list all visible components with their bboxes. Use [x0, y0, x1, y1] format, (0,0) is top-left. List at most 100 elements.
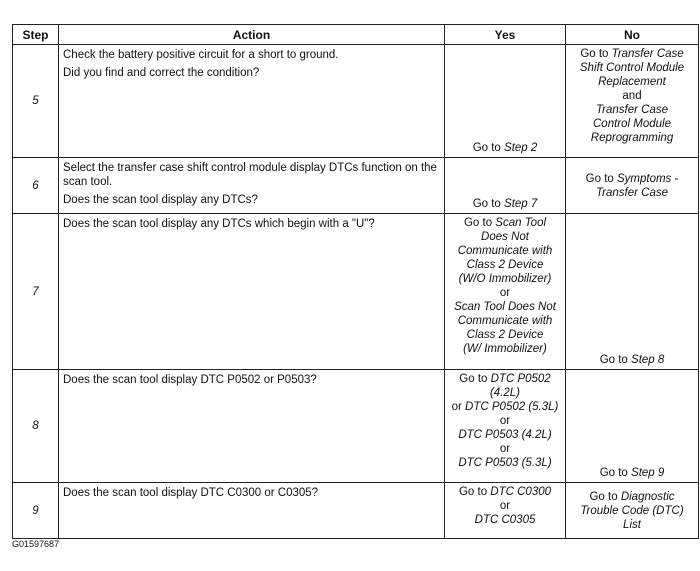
- text: or: [499, 443, 511, 455]
- no-cell: Go to Diagnostic Trouble Code (DTC) List: [565, 482, 699, 539]
- action-text: Does the scan tool display DTC C0300 or …: [63, 487, 319, 499]
- reference-link[interactable]: Symptoms -: [616, 172, 679, 185]
- diagnostic-table: Step Action Yes No 5 Check the battery po…: [12, 24, 699, 539]
- no-cell: Go to Step 9: [565, 369, 699, 483]
- yes-line: Go to Step 2: [447, 141, 563, 155]
- no-line: Go to Step 9: [568, 466, 696, 480]
- reference-link[interactable]: (W/O Immobilizer): [458, 273, 552, 285]
- yes-line: Go to Scan Tool: [447, 216, 563, 230]
- reference-link[interactable]: Reprogramming: [590, 132, 674, 144]
- reference-link[interactable]: Step 2: [504, 142, 538, 154]
- action-cell: Does the scan tool display any DTCs whic…: [58, 213, 445, 370]
- action-text: Check the battery positive circuit for a…: [63, 49, 339, 61]
- header-row: Step Action Yes No: [12, 24, 699, 45]
- header-yes: Yes: [444, 24, 566, 45]
- yes-cell: Go to Step 7: [444, 157, 566, 214]
- yes-line: Does Not: [447, 230, 563, 244]
- text: and: [622, 90, 642, 102]
- no-line: Reprogramming: [568, 131, 696, 145]
- reference-link[interactable]: Class 2 Device: [466, 329, 544, 341]
- header-step: Step: [12, 24, 59, 45]
- reference-link[interactable]: Step 7: [504, 198, 538, 210]
- table-row: 9 Does the scan tool display DTC C0300 or…: [12, 482, 699, 539]
- reference-link[interactable]: Trouble Code (DTC): [580, 504, 684, 517]
- table-row: 5 Check the battery positive circuit for …: [12, 44, 699, 158]
- reference-link[interactable]: Scan Tool Does Not: [454, 301, 556, 313]
- yes-line: Go to DTC P0502: [447, 372, 563, 386]
- yes-line: DTC C0305: [447, 513, 563, 527]
- reference-link[interactable]: DTC P0503 (5.3L): [458, 457, 552, 469]
- text: Go to: [585, 172, 617, 185]
- yes-line: DTC P0503 (5.3L): [447, 456, 563, 470]
- action-cell: Check the battery positive circuit for a…: [58, 44, 445, 158]
- no-line: Go to Step 8: [568, 353, 696, 367]
- reference-link[interactable]: Shift Control Module: [579, 62, 685, 74]
- text: Go to: [580, 48, 612, 60]
- reference-link[interactable]: Control Module: [593, 118, 671, 130]
- text: or: [499, 500, 511, 512]
- yes-line: DTC P0503 (4.2L): [447, 428, 563, 442]
- reference-link[interactable]: List: [623, 518, 641, 531]
- step-number: 8: [12, 369, 59, 483]
- reference-link[interactable]: Transfer Case: [611, 48, 684, 60]
- yes-line: or DTC P0502 (5.3L): [447, 400, 563, 414]
- step-number: 9: [12, 482, 59, 539]
- reference-link[interactable]: (4.2L): [489, 387, 521, 399]
- step-number: 6: [12, 157, 59, 214]
- no-cell: Go to Symptoms - Transfer Case: [565, 157, 699, 214]
- text: Go to: [472, 142, 505, 154]
- step-number: 7: [12, 213, 59, 370]
- text: or: [451, 401, 466, 413]
- reference-link[interactable]: DTC P0502: [490, 373, 551, 385]
- no-line: Replacement: [568, 75, 696, 89]
- yes-line: Go to DTC C0300: [447, 485, 563, 499]
- action-cell: Select the transfer case shift control m…: [58, 157, 445, 214]
- yes-cell: Go to DTC C0300 or DTC C0305: [444, 482, 566, 539]
- step-number: 5: [12, 44, 59, 158]
- table-row: 6 Select the transfer case shift control …: [12, 157, 699, 214]
- yes-line: or: [447, 414, 563, 428]
- action-cell: Does the scan tool display DTC P0502 or …: [58, 369, 445, 483]
- yes-line: (W/ Immobilizer): [447, 342, 563, 356]
- no-line: Shift Control Module: [568, 61, 696, 75]
- yes-line: Communicate with: [447, 244, 563, 258]
- no-cell: Go to Step 8: [565, 213, 699, 370]
- text: Go to: [472, 198, 505, 210]
- reference-link[interactable]: Scan Tool: [495, 217, 547, 229]
- yes-line: or: [447, 442, 563, 456]
- reference-link[interactable]: Transfer Case: [595, 186, 668, 199]
- text: Go to: [589, 490, 621, 503]
- yes-cell: Go to DTC P0502 (4.2L) or DTC P0502 (5.3L)…: [444, 369, 566, 483]
- no-line: Go to Diagnostic: [568, 490, 696, 504]
- reference-link[interactable]: Communicate with: [457, 245, 553, 257]
- no-line: List: [568, 518, 696, 532]
- yes-line: (4.2L): [447, 386, 563, 400]
- reference-link[interactable]: Diagnostic: [620, 490, 675, 503]
- reference-link[interactable]: Communicate with: [457, 315, 553, 327]
- yes-cell: Go to Scan Tool Does Not Communicate with C…: [444, 213, 566, 370]
- reference-link[interactable]: (W/ Immobilizer): [463, 343, 547, 355]
- no-line: Control Module: [568, 117, 696, 131]
- yes-cell: Go to Step 2: [444, 44, 566, 158]
- reference-link[interactable]: DTC C0305: [474, 514, 536, 526]
- yes-line: or: [447, 286, 563, 300]
- reference-link[interactable]: DTC C0300: [490, 486, 552, 498]
- reference-link[interactable]: Step 9: [631, 467, 665, 479]
- reference-link[interactable]: Transfer Case: [595, 104, 668, 116]
- reference-link[interactable]: Class 2 Device: [466, 259, 544, 271]
- no-line: Go to Symptoms -: [568, 172, 696, 186]
- action-text: Did you find and correct the condition?: [63, 67, 260, 79]
- yes-line: Scan Tool Does Not: [447, 300, 563, 314]
- yes-line: Class 2 Device: [447, 328, 563, 342]
- yes-line: Class 2 Device: [447, 258, 563, 272]
- reference-link[interactable]: Does Not: [481, 231, 529, 243]
- yes-line: Communicate with: [447, 314, 563, 328]
- reference-link[interactable]: DTC P0503 (4.2L): [458, 429, 552, 441]
- no-line: Transfer Case: [568, 103, 696, 117]
- yes-line: (W/O Immobilizer): [447, 272, 563, 286]
- header-no: No: [565, 24, 699, 45]
- reference-link[interactable]: DTC P0502 (5.3L): [465, 401, 559, 413]
- reference-link[interactable]: Replacement: [598, 76, 666, 88]
- yes-line: Go to Step 7: [447, 197, 563, 211]
- reference-link[interactable]: Step 8: [631, 354, 665, 366]
